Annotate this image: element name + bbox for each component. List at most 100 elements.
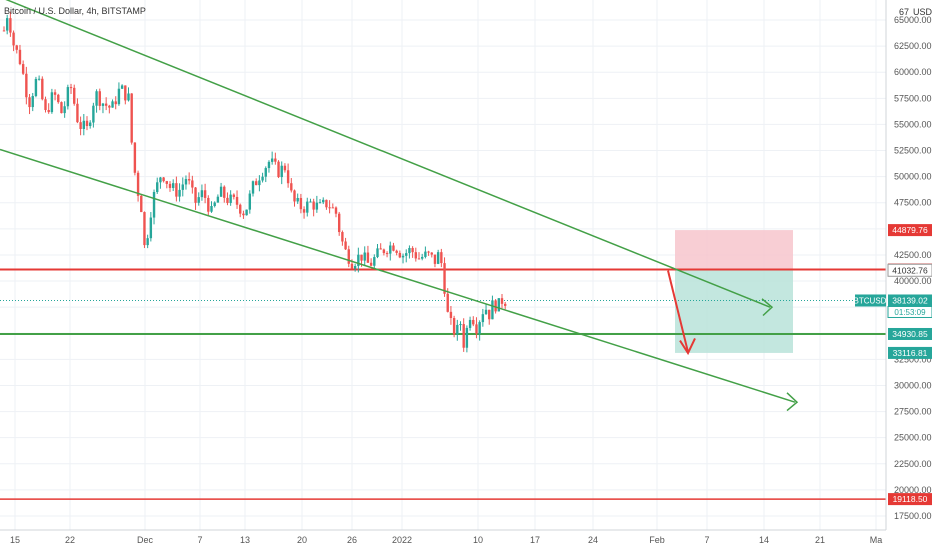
candle-body (130, 93, 133, 143)
candle-body (53, 92, 57, 95)
candle-body (235, 196, 239, 205)
y-tick-label: 20000.00 (894, 485, 932, 495)
candle-body (491, 300, 494, 320)
candle-body (411, 248, 414, 253)
candle-body (459, 324, 462, 326)
take-profit-zone[interactable] (675, 270, 793, 353)
candle-body (114, 101, 117, 105)
candle-body (395, 250, 398, 253)
candle-body (373, 257, 376, 266)
candle-body (117, 88, 121, 105)
candle-body (267, 161, 271, 169)
candle-body (456, 324, 459, 335)
candle-body (31, 96, 34, 108)
candle-body (494, 300, 497, 312)
horizontal-levels[interactable] (0, 268, 886, 500)
candle-body (385, 253, 389, 255)
candle-body (433, 254, 437, 264)
candle-body (446, 293, 449, 312)
candle-body (171, 183, 175, 188)
price-label-text: 38139.02 (892, 295, 928, 305)
price-labels: 44879.7641106.7441032.7638139.0234930.85… (854, 224, 932, 506)
trendlines[interactable] (0, 0, 799, 412)
x-tick-label: 20 (297, 535, 307, 545)
x-tick-label: 17 (530, 535, 540, 545)
candle-body (98, 91, 101, 106)
candles (2, 11, 507, 353)
candle-body (286, 170, 290, 184)
y-tick-label: 50000.00 (894, 172, 932, 182)
candle-body (111, 101, 114, 108)
candle-body (5, 18, 9, 31)
candle-body (200, 190, 204, 198)
symbol-label: BTCUSD (854, 296, 887, 305)
candle-body (219, 186, 223, 197)
stop-loss-zone[interactable] (675, 230, 793, 271)
symbol-tag (855, 294, 886, 307)
candle-body (366, 252, 370, 263)
price-label-text: 34930.85 (892, 329, 928, 339)
candle-body (168, 183, 172, 188)
candle-body (353, 266, 357, 269)
channel-lower-line[interactable] (0, 148, 796, 403)
candle-body (488, 309, 491, 320)
x-tick-label: Ma (870, 535, 883, 545)
candle-body (60, 102, 63, 114)
candle-body (47, 109, 50, 113)
candle-body (108, 105, 111, 108)
x-tick-label: 14 (759, 535, 769, 545)
candle-body (203, 190, 207, 198)
candle-body (41, 78, 44, 100)
candle-body (360, 254, 363, 261)
price-label-box (888, 493, 932, 506)
candle-body (88, 122, 92, 127)
x-tick-label: 7 (197, 535, 202, 545)
price-label-box (888, 346, 932, 359)
candle-body (258, 180, 261, 186)
candle-body (328, 207, 331, 209)
y-tick-label: 32500.00 (894, 354, 932, 364)
candle-body (427, 251, 430, 253)
candle-body (178, 189, 181, 197)
candle-body (133, 142, 137, 173)
currency-label[interactable]: USD (913, 7, 932, 17)
candle-body (261, 176, 264, 181)
x-tick-label: 22 (65, 535, 75, 545)
y-tick-label: 30000.00 (894, 380, 932, 390)
candle-body (50, 92, 54, 113)
candle-body (92, 105, 95, 123)
candle-body (95, 91, 98, 106)
candle-body (159, 177, 162, 183)
candle-body (376, 248, 379, 258)
x-tick-label: 26 (347, 535, 357, 545)
candle-body (79, 122, 82, 129)
candle-body (251, 181, 255, 194)
price-label-text: 33116.81 (893, 348, 928, 358)
candle-body (382, 249, 386, 254)
candle-body (226, 197, 229, 203)
candle-body (82, 120, 86, 129)
candle-body (408, 248, 411, 254)
candle-body (414, 252, 418, 259)
candle-body (73, 87, 76, 104)
candle-body (197, 197, 200, 203)
y-tick-label: 25000.00 (894, 433, 932, 443)
candle-body (478, 322, 481, 334)
projection-arrow[interactable] (667, 270, 689, 353)
candle-body (344, 241, 347, 250)
candle-body (405, 253, 408, 256)
candle-body (440, 252, 443, 264)
candle-body (302, 209, 306, 213)
candle-body (191, 180, 194, 188)
x-tick-label: 15 (10, 535, 20, 545)
time-axis[interactable]: 15 22 Dec 7 13 20 26 2022 10 17 24 Feb 7 14 21 Ma (0, 529, 886, 545)
candle-body (194, 187, 197, 203)
candle-body (322, 199, 325, 203)
candle-body (334, 207, 338, 214)
y-tick-label: 40000.00 (894, 276, 932, 286)
candle-body (315, 202, 319, 210)
candle-body (239, 204, 242, 214)
channel-upper-line[interactable] (0, 0, 771, 308)
